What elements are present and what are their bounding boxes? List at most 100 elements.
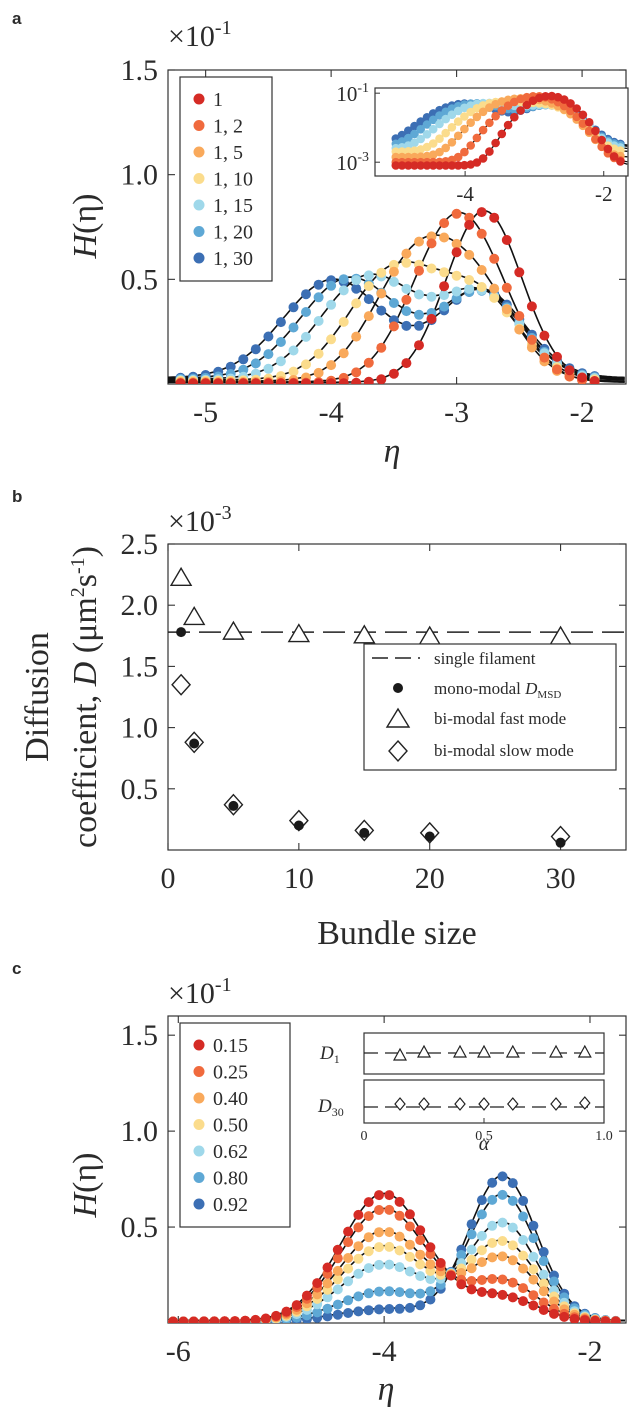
legend-c-marker [193,1119,205,1130]
inset-a-point-1 [410,161,419,170]
c-point-0.15 [168,1316,179,1323]
legend-a-label: 1, 5 [213,142,243,164]
c-point-0.92 [507,1178,518,1189]
inset-c-xtick-label: 1.0 [595,1129,613,1144]
a-point-1-20 [313,292,324,303]
c-point-0.15 [476,1287,487,1297]
a-point-1-2 [489,253,500,264]
a-point-1-15 [326,299,337,310]
inset-c-row1-label: D1 [319,1043,340,1066]
a-point-1-30 [351,283,362,294]
legend-c-marker [193,1172,205,1183]
c-point-0.25 [332,1253,343,1264]
c-point-0.15 [240,1315,251,1323]
c-point-0.15 [590,1315,601,1323]
inset-c-d30-marker [579,1096,591,1110]
inset-a-point-1 [485,147,494,156]
c-point-0.92 [425,1294,436,1305]
a-point-1-15 [288,345,299,356]
inset-c-d1-marker [577,1044,592,1058]
c-point-0.92 [466,1219,477,1230]
c-ytick-label: 0.5 [121,1211,159,1244]
a-point-1-2 [526,334,537,345]
a-point-1-30 [376,305,387,316]
a-point-1-2 [426,238,437,249]
c-point-0.40 [487,1252,498,1263]
a-point-1-10 [439,267,450,278]
inset-a-point-1-20 [397,137,407,146]
c-point-0.92 [374,1304,384,1315]
b-ytick-label: 0.5 [121,773,159,806]
c-point-0.92 [363,1305,374,1316]
legend-c-marker [193,1198,205,1210]
c-point-0.15 [188,1316,199,1323]
legend-a-marker [193,173,205,184]
inset-a-point-1-5 [453,131,463,141]
inset-c-d1-marker [416,1044,432,1058]
a-xtick-label: -2 [570,396,595,429]
a-point-1-30 [238,354,249,365]
a-point-1-5 [526,342,537,353]
c-point-0.15 [301,1290,312,1301]
axis-ticks-a: -5 -4 -3 -2 0.5 1.0 1.5 [121,54,626,429]
a-point-1 [577,372,588,383]
a-point-1-30 [250,344,261,355]
c-point-0.15 [322,1262,333,1273]
inset-a-point-1-5 [447,138,457,147]
b-ytick-label: 1.0 [121,712,159,745]
a-point-1-20 [451,293,462,304]
fast-mode-marker [222,620,245,640]
axis-ticks-b: 0 10 20 30 0.5 1.0 1.5 2.0 2.5 [121,528,626,895]
a-ytick-label: 0.5 [121,263,159,296]
a-point-1-10 [338,316,349,327]
c-point-0.80 [518,1211,529,1222]
multiplier-a: ×10-1 [168,17,232,53]
c-point-0.62 [415,1271,426,1282]
points-c [168,1171,621,1323]
inset-a-point-1-5 [466,118,476,127]
xlabel-a: η [384,433,401,470]
c-point-0.92 [487,1177,498,1188]
a-point-1 [213,378,224,384]
c-point-0.15 [343,1226,354,1237]
c-point-0.25 [363,1211,374,1222]
a-point-1-2 [464,212,475,223]
c-point-0.25 [497,1274,508,1285]
a-point-1-5 [489,283,500,294]
inset-frame-a [374,87,629,177]
c-point-0.62 [363,1263,374,1274]
a-point-1-15 [275,356,286,367]
legend-c-label: 0.25 [213,1062,248,1084]
inset-a-point-1 [566,99,575,108]
a-point-1-2 [514,311,525,321]
inset-a-point-1 [416,161,426,170]
c-point-0.80 [415,1288,426,1299]
c-point-0.15 [260,1313,271,1323]
panel-c: c ×10-1 -6 -4 -20.51.01.5 η H(η) 0.150.250… [12,959,627,1408]
inset-a-point-1 [584,118,594,127]
c-point-0.80 [353,1291,364,1302]
c-point-0.15 [281,1306,292,1317]
a-point-1-2 [376,342,387,353]
a-point-1 [501,235,512,245]
a-point-1-5 [501,304,512,315]
c-point-0.15 [518,1296,529,1307]
c-point-0.15 [569,1314,580,1323]
a-point-1-10 [301,359,311,370]
c-point-0.15 [559,1311,570,1322]
c-point-0.92 [538,1247,549,1257]
a-point-1-2 [539,352,550,363]
a-point-1 [200,378,211,384]
c-point-0.50 [487,1238,498,1248]
c-point-0.50 [343,1263,354,1274]
inset-a-point-1-15 [416,134,426,144]
inset-a-point-1 [478,154,488,163]
inset-a-point-1 [497,129,507,139]
a-point-1-5 [326,360,337,371]
inset-a-point-1 [428,161,438,170]
a-point-1 [250,378,261,384]
a-point-1-5 [313,367,324,378]
legend-slow-mode: bi-modal slow mode [434,741,574,760]
inset-c-xtick-label: 0 [361,1129,368,1144]
c-point-0.80 [425,1286,436,1297]
